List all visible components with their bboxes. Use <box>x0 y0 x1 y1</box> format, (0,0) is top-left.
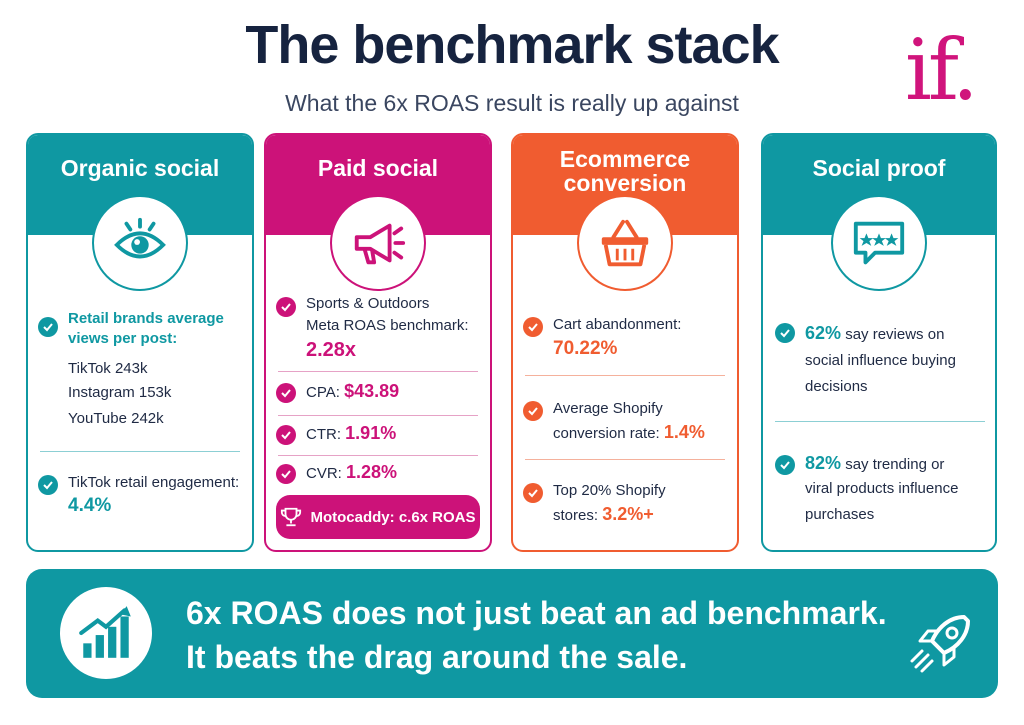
banner-line-2: It beats the drag around the sale. <box>186 639 688 675</box>
avg-label-1: Average Shopify <box>553 400 663 417</box>
rocket-icon <box>910 615 970 673</box>
top-label-2: stores: 3.2%+ <box>553 504 654 524</box>
card-ecommerce-conversion: Ecommerce conversion Cart abandonment: 7… <box>511 133 739 552</box>
check-icon <box>523 483 543 503</box>
stat1-line-3: decisions <box>805 378 868 395</box>
stat1-value: 62% <box>805 323 842 343</box>
divider <box>40 451 240 452</box>
check-icon <box>523 317 543 337</box>
stat2-value: 82% <box>805 453 842 473</box>
summary-banner: 6x ROAS does not just beat an ad benchma… <box>26 569 998 698</box>
brand-logo: if. <box>905 21 979 119</box>
divider <box>525 375 725 376</box>
ctr-value: 1.91% <box>345 423 397 443</box>
stat2-line-3: purchases <box>805 506 875 523</box>
review-stars-icon <box>831 195 927 291</box>
card-title: Paid social <box>317 155 439 181</box>
engagement-value: 4.4% <box>68 495 112 516</box>
card-header: Ecommerce conversion <box>513 135 737 235</box>
engagement-label-1: TikTok retail engagement: 4.4% <box>68 474 240 516</box>
card-paid-social: Paid social Sports & Outdoors Meta ROAS … <box>264 133 492 552</box>
avg-label-2: conversion rate: 1.4% <box>553 422 705 442</box>
check-icon <box>523 401 543 421</box>
avg-value: 1.4% <box>663 422 705 442</box>
instagram-views: Instagram 153k <box>68 384 172 401</box>
basket-icon <box>577 195 673 291</box>
top-label-1: Top 20% Shopify <box>553 482 666 499</box>
result-pill: Motocaddy: c.6x ROAS <box>276 495 480 539</box>
tiktok-views: TikTok 243k <box>68 360 148 377</box>
page-title: The benchmark stack <box>245 15 779 75</box>
cvr-value: 1.28% <box>346 462 398 482</box>
card-organic-social: Organic social Retail brands average vie… <box>26 133 254 552</box>
card-title-line-1: Ecommerce <box>559 146 691 172</box>
divider <box>278 455 478 456</box>
stat1-line-1: 62% say reviews on <box>805 323 945 343</box>
cpa-value: $43.89 <box>344 381 400 401</box>
card-title: Social proof <box>812 155 946 181</box>
trophy-icon <box>281 507 302 527</box>
top-value: 3.2%+ <box>602 504 654 524</box>
roas-label-1: Sports & Outdoors <box>306 295 430 312</box>
roas-value: 2.28x <box>306 339 357 361</box>
card-title: Organic social <box>60 155 220 181</box>
page-subtitle: What the 6x ROAS result is really up aga… <box>285 90 739 116</box>
cpa-row: CPA: $43.89 <box>306 381 400 401</box>
megaphone-icon <box>330 195 426 291</box>
stat1-line-2: social influence buying <box>805 352 956 369</box>
check-icon <box>276 383 296 403</box>
check-icon <box>775 455 795 475</box>
cart-label: Cart abandonment: <box>553 316 682 333</box>
card-header: Social proof <box>763 135 995 235</box>
check-icon <box>276 425 296 445</box>
card-title-line-2: conversion <box>563 170 687 196</box>
check-icon <box>38 475 58 495</box>
ctr-row: CTR: 1.91% <box>306 423 397 443</box>
growth-chart-icon <box>60 587 152 679</box>
stat2-line-2: viral products influence <box>805 480 959 497</box>
youtube-views: YouTube 242k <box>68 410 164 427</box>
check-icon <box>276 464 296 484</box>
check-icon <box>775 323 795 343</box>
cvr-row: CVR: 1.28% <box>306 462 398 482</box>
banner-line-1: 6x ROAS does not just beat an ad benchma… <box>186 595 887 631</box>
pill-label: Motocaddy: c.6x ROAS <box>310 508 476 526</box>
divider <box>775 421 985 422</box>
check-icon <box>38 317 58 337</box>
banner-text: 6x ROAS does not just beat an ad benchma… <box>186 591 887 679</box>
stat2-line-1: 82% say trending or <box>805 453 945 473</box>
divider <box>278 415 478 416</box>
card-social-proof: Social proof 62% say reviews on social i… <box>761 133 997 552</box>
roas-label-2: Meta ROAS benchmark: <box>306 317 469 334</box>
eye-icon <box>92 195 188 291</box>
check-icon <box>276 297 296 317</box>
views-heading: Retail brands average views per post: <box>68 310 224 347</box>
divider <box>525 459 725 460</box>
cart-value: 70.22% <box>553 338 618 359</box>
divider <box>278 371 478 372</box>
